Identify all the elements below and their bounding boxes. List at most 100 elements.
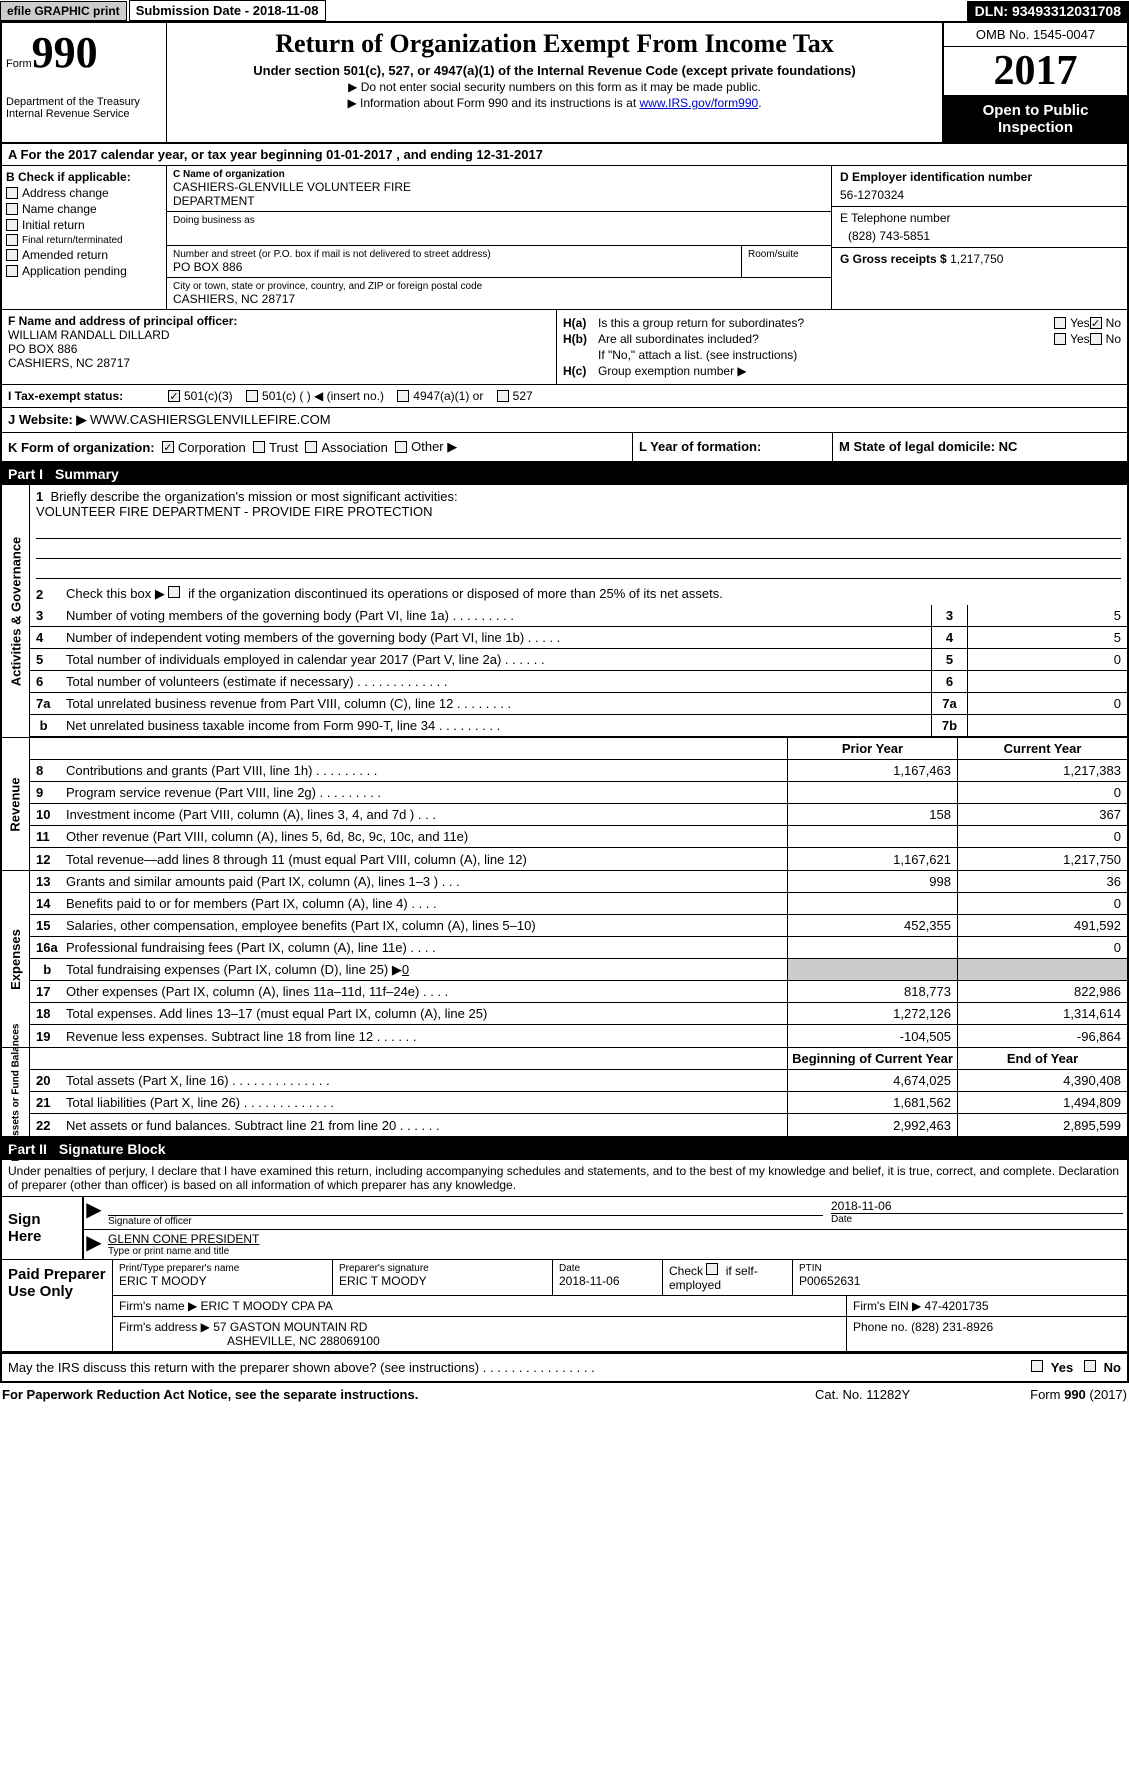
hb-no-check[interactable] [1090, 333, 1102, 345]
l4-val: 5 [967, 627, 1127, 648]
checkbox-name[interactable] [6, 203, 18, 215]
officer-name: WILLIAM RANDALL DILLARD [8, 328, 550, 342]
k-other-check[interactable] [395, 441, 407, 453]
l18-text: Total expenses. Add lines 13–17 (must eq… [66, 1006, 787, 1021]
col-begin: Beginning of Current Year [787, 1048, 957, 1069]
l12-text: Total revenue—add lines 8 through 11 (mu… [66, 852, 787, 867]
i-501c: 501(c) ( ) ◀ (insert no.) [262, 389, 384, 403]
l10-prior: 158 [787, 804, 957, 825]
k-corp-check[interactable]: ✓ [162, 441, 174, 453]
org-name-2: DEPARTMENT [173, 194, 825, 208]
room-box: Room/suite [742, 246, 832, 278]
blank-line [36, 521, 1121, 539]
arrow-icon: ▶ [84, 1197, 104, 1229]
street-row: Number and street (or P.O. box if mail i… [167, 246, 832, 278]
l8-num: 8 [30, 763, 66, 778]
opt-pending: Application pending [22, 264, 127, 278]
checkbox-address[interactable] [6, 187, 18, 199]
governance-section: Activities & Governance 1 Briefly descri… [0, 485, 1129, 737]
i-501c3-check[interactable]: ✓ [168, 390, 180, 402]
dln: DLN: 93493312031708 [967, 1, 1129, 21]
c-label: C Name of organization [173, 169, 825, 180]
i-501c-check[interactable] [246, 390, 258, 402]
checkbox-pending[interactable] [6, 265, 18, 277]
l18-prior: 1,272,126 [787, 1003, 957, 1024]
note-ssn: ▶ Do not enter social security numbers o… [173, 80, 936, 94]
ha-yes: Yes [1070, 316, 1090, 330]
mission-text: VOLUNTEER FIRE DEPARTMENT - PROVIDE FIRE… [36, 504, 1121, 519]
l20-prior: 4,674,025 [787, 1070, 957, 1091]
d-label: D Employer identification number [840, 170, 1119, 184]
l16b-num: b [30, 962, 66, 977]
sig-date-val: 2018-11-06 [831, 1199, 1123, 1213]
self-emp-check[interactable] [706, 1263, 718, 1275]
section-deg: D Employer identification number 56-1270… [832, 166, 1127, 309]
header-right: OMB No. 1545-0047 2017 Open to PublicIns… [942, 23, 1127, 142]
discuss-yes-check[interactable] [1031, 1360, 1043, 1372]
l11-text: Other revenue (Part VIII, column (A), li… [66, 829, 787, 844]
l17-text: Other expenses (Part IX, column (A), lin… [66, 984, 787, 999]
room-label: Room/suite [748, 249, 825, 260]
street-label: Number and street (or P.O. box if mail i… [173, 249, 735, 260]
discuss-no-check[interactable] [1084, 1360, 1096, 1372]
col-prior: Prior Year [787, 738, 957, 759]
footer: For Paperwork Reduction Act Notice, see … [0, 1383, 1129, 1406]
l4-num: 4 [30, 630, 66, 645]
opt-initial: Initial return [22, 218, 85, 232]
i-4947-check[interactable] [397, 390, 409, 402]
l4-text: Number of independent voting members of … [66, 630, 931, 645]
officer-sig-field[interactable]: Signature of officer [104, 1197, 827, 1229]
l10-text: Investment income (Part VIII, column (A)… [66, 807, 787, 822]
officer-name-field: GLENN CONE PRESIDENT Type or print name … [104, 1230, 1127, 1259]
section-i: I Tax-exempt status: ✓ 501(c)(3) 501(c) … [0, 385, 1129, 408]
l5-text: Total number of individuals employed in … [66, 652, 931, 667]
l16b-text: Total fundraising expenses (Part IX, col… [66, 962, 787, 978]
ein-val: 56-1270324 [840, 188, 1119, 202]
g-label: G Gross receipts $ [840, 252, 947, 266]
k-assoc-check[interactable] [305, 441, 317, 453]
ha-yes-check[interactable] [1054, 317, 1066, 329]
form-number: 990 [32, 28, 98, 77]
sig-date-label: Date [831, 1213, 1123, 1225]
l16a-text: Professional fundraising fees (Part IX, … [66, 940, 787, 955]
l2-check[interactable] [168, 586, 180, 598]
l-label: L Year of formation: [639, 439, 761, 454]
l7a-num: 7a [30, 696, 66, 711]
hb-yes-check[interactable] [1054, 333, 1066, 345]
checkbox-initial[interactable] [6, 219, 18, 231]
l3-box: 3 [931, 605, 967, 626]
checkbox-amended[interactable] [6, 249, 18, 261]
prep-name-cell: Print/Type preparer's nameERIC T MOODY [113, 1260, 333, 1295]
l5-box: 5 [931, 649, 967, 670]
discuss-no: No [1104, 1360, 1121, 1375]
hc-text: Group exemption number ▶ [598, 364, 747, 378]
l3-num: 3 [30, 608, 66, 623]
section-m: M State of legal domicile: NC [832, 433, 1127, 461]
l14-num: 14 [30, 896, 66, 911]
open-public: Open to PublicInspection [944, 96, 1127, 142]
l22-num: 22 [30, 1118, 66, 1133]
irs: Internal Revenue Service [6, 108, 162, 120]
l6-val [967, 671, 1127, 692]
form-header: Form990 Department of the Treasury Inter… [0, 21, 1129, 144]
efile-button[interactable]: efile GRAPHIC print [0, 1, 127, 21]
e-label: E Telephone number [840, 211, 1119, 225]
checkbox-final[interactable] [6, 234, 18, 246]
k-trust-check[interactable] [253, 441, 265, 453]
firm-addr-cell: Firm's address ▶ 57 GASTON MOUNTAIN RDAS… [113, 1317, 847, 1351]
l20-text: Total assets (Part X, line 16) . . . . .… [66, 1073, 787, 1088]
tax-year: 2017 [944, 47, 1127, 96]
l6-text: Total number of volunteers (estimate if … [66, 674, 931, 689]
ha-no-check[interactable]: ✓ [1090, 317, 1102, 329]
l11-num: 11 [30, 829, 66, 844]
l18-curr: 1,314,614 [957, 1003, 1127, 1024]
l8-curr: 1,217,383 [957, 760, 1127, 781]
firm-phone-cell: Phone no. (828) 231-8926 [847, 1317, 1127, 1351]
exp-side: Expenses [2, 871, 30, 1047]
l2-text: Check this box ▶ if the organization dis… [66, 586, 1127, 602]
discuss-yes: Yes [1051, 1360, 1073, 1375]
l11-prior [787, 826, 957, 847]
l8-text: Contributions and grants (Part VIII, lin… [66, 763, 787, 778]
irs-link[interactable]: www.IRS.gov/form990 [639, 96, 758, 110]
i-527-check[interactable] [497, 390, 509, 402]
